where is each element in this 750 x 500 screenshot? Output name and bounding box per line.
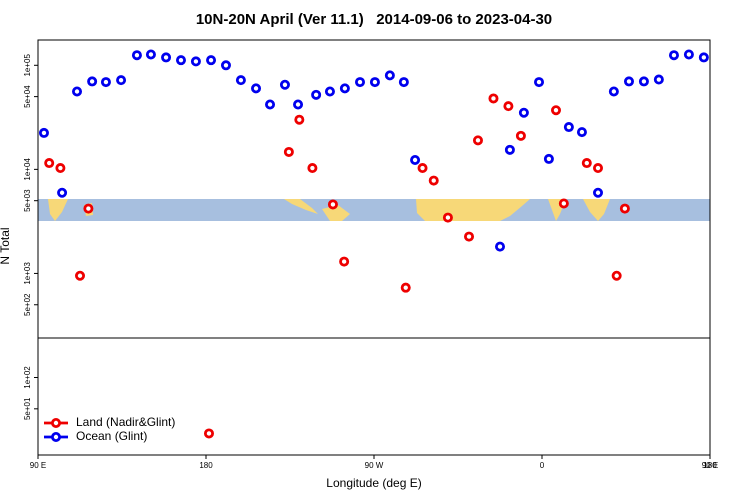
point <box>190 56 201 67</box>
ocean-band <box>38 199 710 221</box>
point <box>369 77 380 88</box>
point <box>623 76 634 87</box>
point <box>251 83 262 94</box>
point <box>161 52 172 63</box>
point <box>145 49 156 60</box>
point <box>683 49 694 60</box>
point <box>87 76 98 87</box>
point <box>339 256 350 267</box>
plot-frame <box>37 39 711 456</box>
point <box>72 86 83 97</box>
point <box>417 163 428 174</box>
point <box>311 89 322 100</box>
point <box>534 77 545 88</box>
point <box>464 231 475 242</box>
x-tick-label: 0 <box>540 461 545 470</box>
point <box>619 203 630 214</box>
point <box>576 127 587 138</box>
point <box>206 55 217 66</box>
point <box>400 282 411 293</box>
point <box>384 70 395 81</box>
point <box>410 155 421 166</box>
x-axis-label: Longitude (deg E) <box>326 476 421 490</box>
point <box>116 75 127 86</box>
y-tick-label: 5e+03 <box>23 189 32 212</box>
point <box>203 428 214 439</box>
point <box>472 135 483 146</box>
point <box>279 79 290 90</box>
point <box>293 99 304 110</box>
point <box>428 175 439 186</box>
y-tick-label: 1e+03 <box>23 262 32 285</box>
point <box>494 241 505 252</box>
point <box>698 52 709 63</box>
point <box>504 144 515 155</box>
point <box>265 99 276 110</box>
map-strip <box>38 199 710 221</box>
x-tick-label: 90 W <box>365 461 384 470</box>
point <box>57 187 68 198</box>
y-tick-label: 1e+04 <box>23 158 32 181</box>
chart-title: 10N-20N April (Ver 11.1) 2014-09-06 to 2… <box>196 11 552 28</box>
point <box>339 83 350 94</box>
y-tick-label: 1e+05 <box>23 54 32 77</box>
y-tick-label: 5e+01 <box>23 397 32 420</box>
point <box>83 203 94 214</box>
point <box>283 146 294 157</box>
point <box>38 127 49 138</box>
point <box>354 77 365 88</box>
legend-label: Ocean (Glint) <box>76 429 147 443</box>
point <box>581 158 592 169</box>
point <box>608 86 619 97</box>
point <box>75 270 86 281</box>
point <box>324 86 335 97</box>
point <box>558 198 569 209</box>
point <box>638 76 649 87</box>
y-tick-label: 1e+02 <box>23 366 32 389</box>
point <box>593 187 604 198</box>
y-tick-label: 5e+04 <box>23 85 32 108</box>
point <box>100 77 111 88</box>
point <box>327 199 338 210</box>
point <box>131 50 142 61</box>
point <box>55 163 66 174</box>
point <box>175 55 186 66</box>
point <box>593 163 604 174</box>
point <box>235 75 246 86</box>
point <box>653 74 664 85</box>
x-tick-label: 90 E <box>702 461 718 470</box>
point <box>442 212 453 223</box>
point <box>220 60 231 71</box>
point <box>44 158 55 169</box>
x-tick-label: 180 <box>199 461 213 470</box>
point <box>668 50 679 61</box>
point <box>611 270 622 281</box>
point <box>503 101 514 112</box>
point <box>563 122 574 133</box>
point <box>398 77 409 88</box>
point <box>518 107 529 118</box>
legend-marker <box>51 417 62 428</box>
x-tick-label: 90 E <box>30 461 46 470</box>
y-tick-label: 5e+02 <box>23 293 32 316</box>
point <box>294 114 305 125</box>
y-axis-label: N Total <box>0 227 12 264</box>
point <box>543 153 554 164</box>
legend-label: Land (Nadir&Glint) <box>76 415 175 429</box>
point <box>307 163 318 174</box>
point <box>488 93 499 104</box>
x-tick-label: 180 <box>703 461 717 470</box>
point <box>551 105 562 116</box>
legend-marker <box>51 431 62 442</box>
point <box>515 130 526 141</box>
